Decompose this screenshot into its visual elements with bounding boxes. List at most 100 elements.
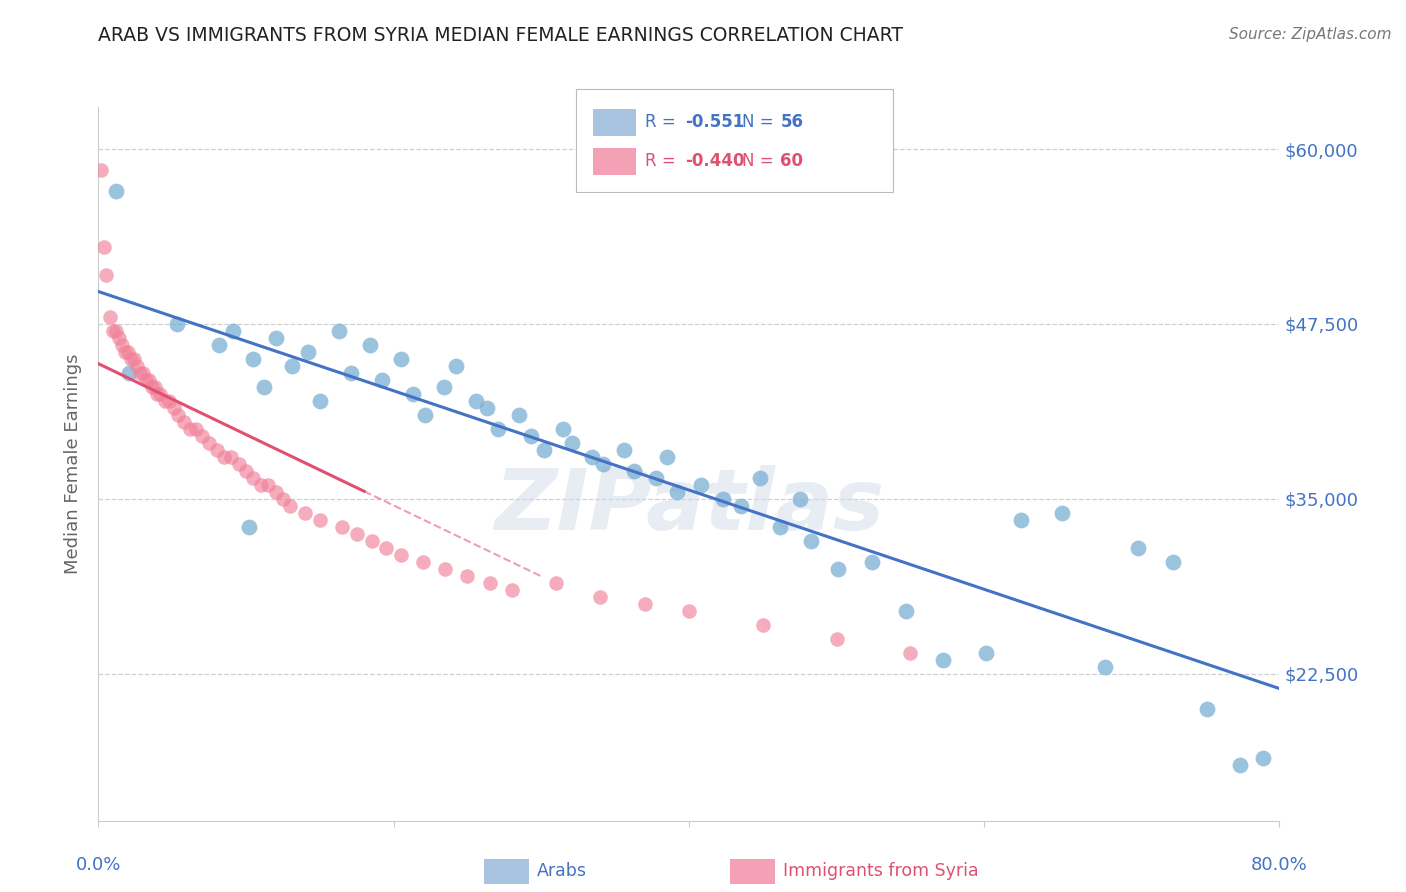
Point	[108, 331, 131, 345]
Point	[90, 163, 112, 178]
Point	[1229, 757, 1251, 772]
Point	[103, 324, 125, 338]
Point	[118, 366, 141, 380]
Point	[212, 450, 235, 464]
Point	[533, 442, 555, 457]
Point	[222, 324, 245, 338]
Point	[751, 617, 773, 632]
Point	[228, 457, 250, 471]
Point	[769, 520, 792, 534]
Text: 0.0%: 0.0%	[76, 855, 121, 873]
Point	[561, 435, 583, 450]
Point	[678, 604, 700, 618]
Text: R =: R =	[645, 113, 682, 131]
Point	[205, 442, 228, 457]
Point	[689, 478, 711, 492]
Text: Immigrants from Syria: Immigrants from Syria	[783, 862, 979, 880]
Point	[974, 646, 997, 660]
Point	[294, 506, 316, 520]
Point	[125, 359, 148, 373]
Point	[143, 380, 166, 394]
Point	[434, 562, 457, 576]
Point	[478, 575, 501, 590]
Point	[413, 408, 436, 422]
Point	[1052, 506, 1074, 520]
Point	[235, 464, 257, 478]
Point	[208, 338, 231, 352]
Point	[456, 568, 478, 582]
Point	[346, 526, 368, 541]
Point	[179, 422, 201, 436]
Point	[153, 393, 176, 408]
Point	[114, 345, 136, 359]
Point	[138, 373, 160, 387]
Point	[589, 590, 612, 604]
Text: ARAB VS IMMIGRANTS FROM SYRIA MEDIAN FEMALE EARNINGS CORRELATION CHART: ARAB VS IMMIGRANTS FROM SYRIA MEDIAN FEM…	[98, 26, 904, 45]
Point	[475, 401, 498, 415]
Point	[309, 393, 332, 408]
Point	[360, 533, 382, 548]
Point	[860, 555, 883, 569]
Point	[389, 351, 412, 366]
Point	[1161, 555, 1184, 569]
Point	[135, 373, 157, 387]
Point	[94, 268, 117, 282]
Text: ZIPatlas: ZIPatlas	[494, 465, 884, 549]
Point	[167, 408, 190, 422]
Point	[221, 450, 243, 464]
Point	[242, 471, 264, 485]
Point	[98, 310, 121, 324]
Point	[93, 240, 115, 254]
Point	[389, 548, 412, 562]
Point	[520, 429, 543, 443]
Point	[163, 401, 186, 415]
Point	[328, 324, 350, 338]
Y-axis label: Median Female Earnings: Median Female Earnings	[65, 353, 83, 574]
Point	[827, 562, 849, 576]
Point	[149, 387, 172, 401]
Point	[900, 646, 922, 660]
Point	[330, 520, 353, 534]
Point	[546, 575, 568, 590]
Point	[120, 351, 142, 366]
Point	[173, 415, 195, 429]
Point	[825, 632, 848, 646]
Point	[281, 359, 304, 373]
Point	[257, 478, 280, 492]
Point	[117, 345, 139, 359]
Point	[412, 555, 434, 569]
Point	[488, 422, 510, 436]
Point	[1010, 513, 1032, 527]
Point	[501, 582, 523, 597]
Point	[748, 471, 770, 485]
Point	[166, 317, 188, 331]
Point	[375, 541, 398, 555]
Point	[789, 491, 811, 506]
Point	[111, 338, 134, 352]
Text: 80.0%: 80.0%	[1251, 855, 1308, 873]
Point	[655, 450, 678, 464]
Text: N =: N =	[742, 113, 779, 131]
Point	[297, 345, 319, 359]
Point	[1197, 702, 1219, 716]
Point	[1126, 541, 1149, 555]
Point	[800, 533, 823, 548]
Point	[666, 484, 689, 499]
Point	[264, 484, 287, 499]
Point	[157, 393, 180, 408]
Point	[198, 435, 221, 450]
Point	[581, 450, 603, 464]
Point	[184, 422, 207, 436]
Text: -0.440: -0.440	[685, 153, 744, 170]
Point	[146, 387, 169, 401]
Point	[253, 380, 276, 394]
Point	[271, 491, 294, 506]
Text: 56: 56	[780, 113, 803, 131]
Point	[465, 393, 488, 408]
Point	[141, 380, 163, 394]
Point	[433, 380, 456, 394]
Point	[623, 464, 645, 478]
Point	[309, 513, 332, 527]
Point	[711, 491, 734, 506]
Point	[250, 478, 273, 492]
